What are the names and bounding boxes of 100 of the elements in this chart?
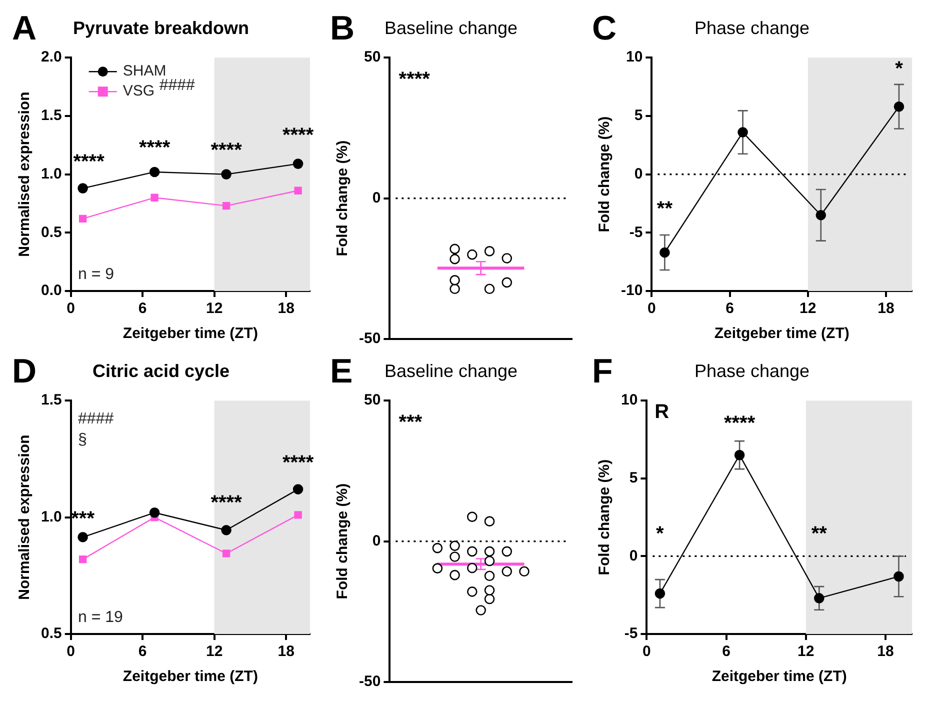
point: [450, 570, 460, 580]
chart-title: Citric acid cycle: [92, 360, 230, 381]
point: [502, 546, 512, 557]
y-tick-label: 1.5: [40, 107, 62, 124]
annotation: **: [656, 198, 673, 220]
point: [519, 566, 530, 577]
point: [894, 571, 904, 582]
point: [292, 158, 304, 169]
point: [484, 516, 495, 526]
annotation: ####: [159, 77, 196, 94]
point: [484, 556, 495, 566]
y-axis-title: Normalised expression: [16, 92, 34, 257]
point: [502, 277, 512, 288]
annotation: ####: [78, 410, 114, 428]
y-tick-label: 1.0: [40, 165, 62, 182]
point: [450, 540, 460, 551]
y-tick-label: 0.5: [40, 224, 62, 241]
y-axis-title: Fold change (%): [334, 483, 352, 600]
y-tick-label: 10: [620, 392, 638, 409]
x-tick-label: 0: [648, 300, 656, 318]
x-tick-label: 6: [722, 643, 730, 660]
point: [450, 244, 460, 254]
x-tick-label: 12: [206, 300, 223, 318]
point: [78, 532, 88, 542]
point: [502, 253, 512, 264]
point: [78, 555, 87, 564]
point: [467, 562, 478, 574]
y-axis-title: Fold change (%): [596, 116, 614, 232]
y-tick-label: 2.0: [40, 48, 62, 66]
point: [484, 570, 495, 582]
point: [484, 594, 495, 604]
y-tick-label: 1.0: [40, 508, 62, 526]
annotation: ****: [724, 412, 756, 434]
point: [502, 566, 512, 577]
annotation: ****: [282, 124, 314, 146]
chart-title: Baseline change: [384, 18, 518, 38]
text: B: [330, 9, 355, 48]
point: [484, 585, 495, 596]
x-tick-label: 6: [726, 300, 734, 318]
y-tick-label: 0.0: [40, 282, 62, 300]
text: A: [12, 9, 37, 48]
y-tick-label: -5: [629, 224, 643, 241]
x-tick-label: 12: [798, 643, 814, 660]
annotation: R: [654, 400, 670, 423]
point: [222, 202, 230, 210]
point: [221, 524, 232, 536]
x-tick-label: 6: [138, 300, 147, 318]
chart-title: Baseline change: [384, 360, 518, 381]
point: [816, 210, 826, 220]
x-tick-label: 18: [278, 300, 294, 318]
y-axis-title: Fold change (%): [334, 140, 352, 256]
y-tick-label: -10: [620, 282, 643, 300]
x-tick-label: 18: [278, 643, 294, 660]
point: [432, 563, 443, 574]
annotation: §: [78, 432, 87, 449]
point: [150, 194, 158, 202]
point: [450, 284, 460, 294]
y-tick-label: 5: [634, 107, 643, 124]
text: F: [592, 352, 613, 390]
chart-title: Pyruvate breakdown: [72, 18, 250, 38]
annotation: *: [656, 522, 664, 545]
point: [467, 249, 478, 260]
y-axis-title: Fold change (%): [596, 459, 614, 576]
y-tick-label: 0: [634, 165, 643, 182]
y-tick-label: 0: [372, 532, 381, 550]
y-tick-label: -5: [624, 625, 638, 642]
annotation: ***: [398, 412, 422, 434]
x-axis-title: Zeitgeber time (ZT): [714, 325, 850, 342]
x-tick-label: 18: [878, 300, 894, 318]
y-tick-label: -50: [358, 673, 381, 690]
annotation: ****: [138, 137, 170, 160]
point: [149, 166, 160, 178]
annotation: ****: [282, 452, 314, 474]
point: [814, 593, 824, 604]
point: [450, 275, 460, 286]
point: [221, 169, 232, 180]
text: E: [330, 352, 353, 390]
y-tick-label: 0: [372, 189, 381, 206]
annotation: n = 9: [78, 266, 114, 284]
x-axis-title: Zeitgeber time (ZT): [122, 325, 258, 342]
y-tick-label: 10: [626, 48, 643, 66]
point: [294, 186, 302, 194]
x-tick-label: 18: [877, 643, 894, 660]
y-tick-label: 0.5: [40, 625, 62, 642]
point: [484, 246, 495, 256]
x-axis-title: Zeitgeber time (ZT): [712, 668, 847, 686]
point: [738, 127, 748, 138]
chart-title: Phase change: [694, 360, 810, 381]
point: [660, 247, 670, 258]
annotation: ****: [398, 68, 430, 91]
point: [484, 284, 495, 294]
point: [654, 588, 666, 599]
point: [450, 552, 460, 562]
point: [484, 546, 495, 557]
legend-label: SHAM: [122, 62, 166, 80]
point: [476, 605, 486, 616]
x-tick-label: 12: [800, 300, 816, 318]
annotation: *: [895, 58, 904, 80]
point: [149, 507, 160, 518]
text: C: [592, 9, 617, 48]
